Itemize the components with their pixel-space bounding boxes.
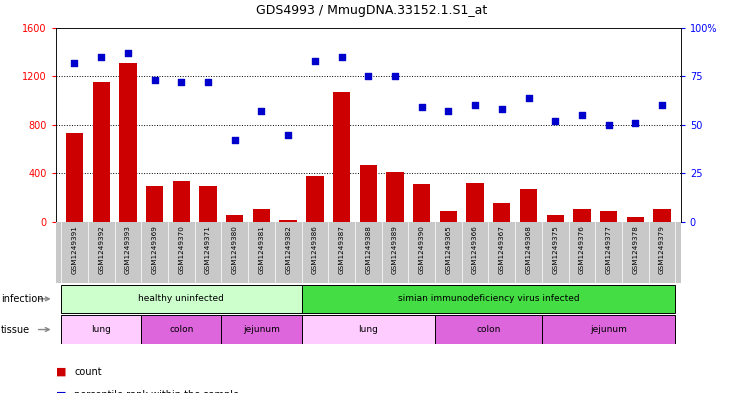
- Text: GSM1249375: GSM1249375: [552, 225, 558, 274]
- Text: count: count: [74, 367, 102, 377]
- Text: GSM1249392: GSM1249392: [98, 225, 104, 274]
- Bar: [146, 185, 163, 222]
- Text: lung: lung: [359, 325, 378, 334]
- Point: [443, 108, 455, 114]
- Bar: [435, 315, 542, 343]
- Text: GSM1249390: GSM1249390: [419, 225, 425, 274]
- Text: GSM1249369: GSM1249369: [152, 225, 158, 274]
- Point: [629, 120, 641, 126]
- Bar: [547, 215, 564, 222]
- Text: GSM1249391: GSM1249391: [71, 225, 77, 274]
- Point: [362, 73, 374, 79]
- Bar: [226, 215, 243, 222]
- Text: GSM1249388: GSM1249388: [365, 225, 371, 274]
- Bar: [253, 209, 270, 222]
- Text: GSM1249378: GSM1249378: [632, 225, 638, 274]
- Point: [309, 57, 321, 64]
- Bar: [61, 315, 141, 343]
- Text: GSM1249371: GSM1249371: [205, 225, 211, 274]
- Bar: [92, 82, 110, 222]
- Point: [469, 102, 481, 108]
- Point: [68, 59, 80, 66]
- Bar: [466, 183, 484, 222]
- Bar: [542, 315, 676, 343]
- Bar: [359, 165, 377, 222]
- Bar: [493, 203, 510, 222]
- Bar: [280, 220, 297, 222]
- Text: colon: colon: [476, 325, 501, 334]
- Bar: [574, 209, 591, 222]
- Text: infection: infection: [1, 294, 43, 304]
- Text: GSM1249365: GSM1249365: [446, 225, 452, 274]
- Point: [122, 50, 134, 56]
- Point: [522, 94, 534, 101]
- Text: GSM1249381: GSM1249381: [258, 225, 264, 274]
- Point: [656, 102, 668, 108]
- Bar: [386, 172, 404, 222]
- Point: [95, 53, 107, 60]
- Text: GDS4993 / MmugDNA.33152.1.S1_at: GDS4993 / MmugDNA.33152.1.S1_at: [257, 4, 487, 17]
- Text: GSM1249377: GSM1249377: [606, 225, 612, 274]
- Bar: [301, 285, 676, 313]
- Bar: [440, 211, 457, 222]
- Bar: [65, 133, 83, 222]
- Text: jejunum: jejunum: [590, 325, 627, 334]
- Bar: [61, 285, 301, 313]
- Text: colon: colon: [169, 325, 193, 334]
- Bar: [141, 315, 222, 343]
- Point: [549, 118, 561, 124]
- Bar: [626, 217, 644, 222]
- Text: GSM1249370: GSM1249370: [179, 225, 185, 274]
- Bar: [222, 315, 301, 343]
- Bar: [333, 92, 350, 222]
- Text: GSM1249368: GSM1249368: [525, 225, 531, 274]
- Text: GSM1249367: GSM1249367: [498, 225, 505, 274]
- Bar: [600, 211, 618, 222]
- Bar: [119, 63, 137, 222]
- Bar: [301, 315, 435, 343]
- Bar: [520, 189, 537, 222]
- Point: [282, 131, 294, 138]
- Text: GSM1249376: GSM1249376: [579, 225, 585, 274]
- Text: GSM1249382: GSM1249382: [285, 225, 291, 274]
- Point: [603, 122, 615, 128]
- Point: [416, 104, 428, 110]
- Point: [576, 112, 588, 118]
- Point: [149, 77, 161, 83]
- Text: percentile rank within the sample: percentile rank within the sample: [74, 390, 240, 393]
- Point: [255, 108, 267, 114]
- Text: tissue: tissue: [1, 325, 30, 334]
- Point: [389, 73, 401, 79]
- Bar: [653, 209, 671, 222]
- Text: healthy uninfected: healthy uninfected: [138, 294, 224, 303]
- Text: GSM1249387: GSM1249387: [339, 225, 344, 274]
- Point: [336, 53, 347, 60]
- Text: ■: ■: [56, 390, 66, 393]
- Text: GSM1249386: GSM1249386: [312, 225, 318, 274]
- Bar: [199, 185, 217, 222]
- Text: GSM1249379: GSM1249379: [659, 225, 665, 274]
- Text: GSM1249366: GSM1249366: [472, 225, 478, 274]
- Bar: [307, 176, 324, 222]
- Text: lung: lung: [92, 325, 111, 334]
- Text: ■: ■: [56, 367, 66, 377]
- Text: GSM1249393: GSM1249393: [125, 225, 131, 274]
- Bar: [173, 181, 190, 222]
- Text: simian immunodeficiency virus infected: simian immunodeficiency virus infected: [397, 294, 580, 303]
- Point: [202, 79, 214, 85]
- Text: jejunum: jejunum: [243, 325, 280, 334]
- Bar: [413, 184, 430, 222]
- Text: GSM1249380: GSM1249380: [231, 225, 238, 274]
- Point: [496, 106, 507, 112]
- Text: GSM1249389: GSM1249389: [392, 225, 398, 274]
- Point: [229, 137, 241, 143]
- Point: [176, 79, 187, 85]
